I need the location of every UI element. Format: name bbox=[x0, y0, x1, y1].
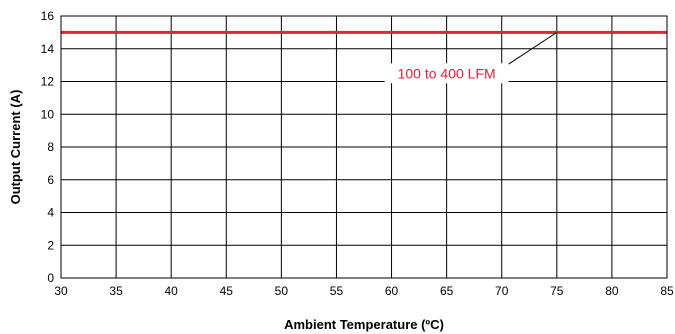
plot-frame bbox=[60, 15, 668, 279]
y-axis-title: Output Current (A) bbox=[8, 90, 23, 205]
x-tick-label: 75 bbox=[550, 284, 564, 298]
series-annotation-label: 100 to 400 LFM bbox=[398, 65, 496, 81]
y-tick-label: 2 bbox=[47, 238, 54, 252]
y-tick-label: 6 bbox=[47, 173, 54, 187]
y-tick-label: 16 bbox=[41, 9, 55, 23]
y-tick-label: 0 bbox=[47, 271, 54, 285]
x-tick-label: 55 bbox=[330, 284, 344, 298]
x-tick-label: 65 bbox=[440, 284, 454, 298]
y-tick-label: 14 bbox=[41, 42, 55, 56]
y-tick-label: 8 bbox=[47, 140, 54, 154]
tick-labels: 30 35 40 45 50 55 60 65 70 75 80 85 0 2 4 6 8 10 12 14 16 bbox=[41, 9, 674, 298]
y-tick-label: 10 bbox=[41, 107, 55, 121]
y-tick-label: 12 bbox=[41, 75, 55, 89]
x-tick-label: 80 bbox=[605, 284, 619, 298]
x-tick-label: 35 bbox=[109, 284, 123, 298]
x-tick-label: 85 bbox=[660, 284, 674, 298]
x-tick-label: 45 bbox=[220, 284, 234, 298]
x-axis-title: Ambient Temperature (ºC) bbox=[284, 317, 444, 332]
x-tick-label: 60 bbox=[385, 284, 399, 298]
annotation-layer: 100 to 400 LFM bbox=[384, 31, 558, 84]
annotation-background bbox=[384, 63, 509, 84]
y-tick-label: 4 bbox=[47, 206, 54, 220]
x-tick-label: 40 bbox=[165, 284, 179, 298]
x-tick-label: 70 bbox=[495, 284, 509, 298]
x-tick-label: 30 bbox=[54, 284, 68, 298]
annotation-leader-line bbox=[500, 31, 558, 70]
x-tick-label: 50 bbox=[275, 284, 289, 298]
grid bbox=[60, 15, 668, 279]
